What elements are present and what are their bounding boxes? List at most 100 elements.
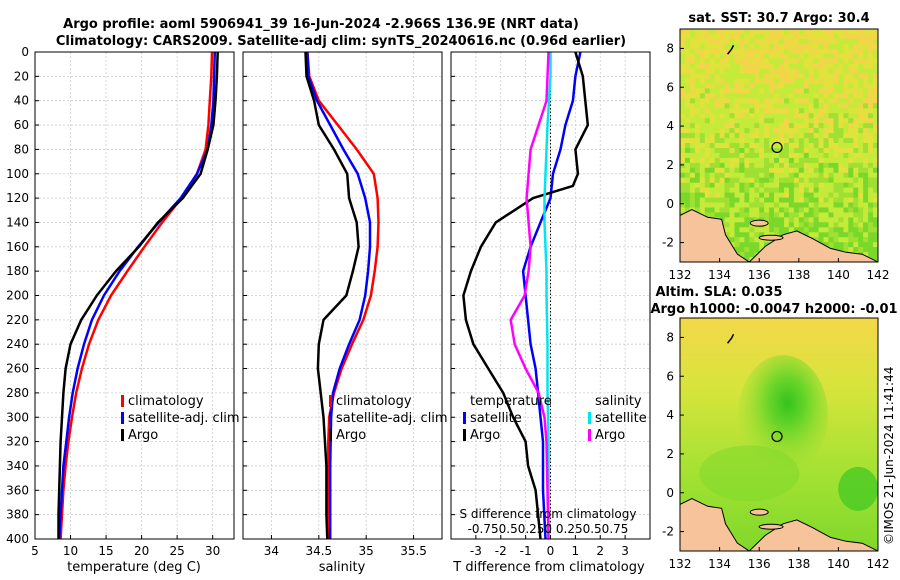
sst-cell (764, 128, 770, 134)
sst-cell (863, 182, 869, 189)
sst-cell (843, 177, 849, 184)
sst-cell (734, 172, 740, 179)
sst-cell (788, 38, 795, 45)
sst-cell (788, 78, 795, 84)
sst-cell (868, 148, 874, 154)
sst-cell (709, 29, 716, 35)
map-xtick-label-4: 140 (827, 268, 850, 282)
sst-cell (788, 222, 795, 228)
sst-cell (873, 133, 878, 139)
sst-cell (813, 103, 819, 109)
sst-cell (858, 242, 864, 248)
sst-cell (803, 202, 810, 208)
sst-cell (754, 232, 760, 238)
sst-cell (719, 29, 725, 35)
sst-cell (694, 38, 701, 45)
sst-cell (823, 167, 829, 174)
sst-cell (739, 103, 745, 109)
sst-cell (754, 242, 760, 248)
sst-cell (704, 202, 711, 208)
sst-cell (788, 143, 795, 149)
sst-cell (818, 232, 824, 238)
sst-cell (774, 108, 780, 114)
sst-cell (779, 227, 785, 233)
sst-cell (813, 88, 819, 94)
sst-cell (744, 78, 750, 84)
sst-cell (818, 98, 824, 104)
sst-cell (754, 108, 760, 114)
sst-cell (853, 108, 859, 114)
sst-cell (838, 78, 844, 84)
sst-cell (744, 83, 750, 89)
sst-cell (729, 48, 735, 55)
sst-cell (764, 152, 770, 159)
sst-cell (749, 123, 755, 129)
sst-cell (704, 78, 711, 84)
sst-cell (744, 207, 750, 213)
sst-cell (803, 103, 810, 109)
sst-cell (873, 98, 878, 104)
sst-cell (828, 143, 834, 149)
sst-cell (788, 202, 795, 208)
sst-cell (788, 177, 795, 184)
sst-cell (704, 48, 711, 55)
legend-label-climatology: climatology (128, 394, 204, 409)
sst-cell (689, 68, 696, 75)
sst-cell (759, 138, 765, 144)
sst-cell (873, 232, 878, 238)
sst-cell (689, 113, 696, 119)
sst-cell (863, 68, 869, 75)
sst-cell (784, 83, 790, 89)
sst-cell (848, 68, 854, 75)
sst-cell (685, 192, 691, 198)
sst-cell (833, 202, 839, 208)
sst-cell (739, 247, 745, 253)
sst-cell (838, 53, 844, 60)
sst-cell (769, 172, 775, 179)
sst-cell (779, 202, 785, 208)
sst-cell (833, 237, 839, 243)
sst-cell (868, 197, 874, 203)
sst-cell (764, 212, 770, 218)
sst-cell (729, 29, 735, 35)
sst-cell (873, 58, 878, 65)
sst-cell (858, 68, 864, 75)
sst-cell (749, 177, 755, 184)
sst-cell (734, 222, 740, 228)
sst-cell (803, 73, 810, 79)
sst-cell (729, 133, 735, 139)
sst-cell (843, 48, 849, 55)
legend-title-temperature: temperature (470, 394, 552, 409)
sst-cell (863, 227, 869, 233)
sst-cell (764, 88, 770, 94)
sst-cell (818, 162, 824, 169)
sst-cell (828, 182, 834, 189)
sst-cell (838, 167, 844, 174)
sst-cell (868, 78, 874, 84)
sst-cell (689, 138, 696, 144)
sst-cell (769, 29, 775, 35)
sst-cell (798, 93, 805, 99)
series-group (462, 52, 590, 539)
sst-cell (823, 172, 829, 179)
sst-cell (863, 63, 869, 70)
sst-cell (848, 93, 854, 99)
sst-cell (754, 53, 760, 60)
sst-cell (848, 157, 854, 164)
xtick-label-4: 25 (170, 544, 185, 558)
sst-cell (719, 182, 725, 189)
sst-cell (709, 68, 716, 75)
sst-cell (843, 232, 849, 238)
sst-cell (709, 123, 716, 129)
sst-cell (843, 207, 849, 213)
sst-cell (833, 58, 839, 65)
land-palau (726, 333, 735, 344)
sst-cell (714, 29, 720, 35)
sst-cell (694, 63, 701, 70)
sst-cell (833, 242, 839, 248)
sst-cell (803, 53, 810, 60)
sst-cell (873, 34, 878, 40)
sst-cell (793, 162, 800, 169)
sst-cell (863, 34, 869, 40)
sst-cell (689, 177, 696, 184)
